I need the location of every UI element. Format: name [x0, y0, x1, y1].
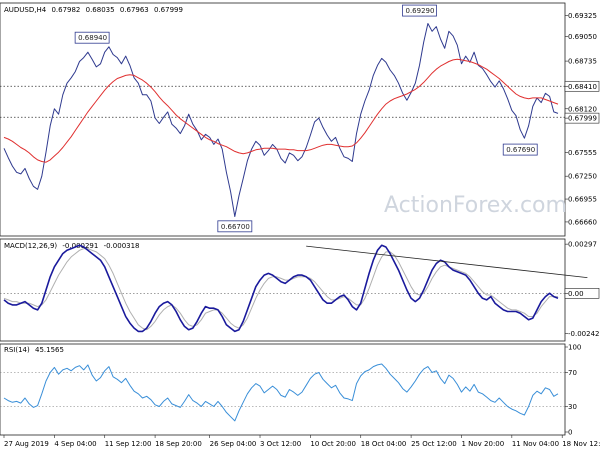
open-value: 0.67982	[51, 6, 80, 14]
macd-signal-value: -0.000318	[104, 242, 140, 250]
rsi-tick-label-0: 100	[568, 344, 581, 352]
time-tick-label-0: 27 Aug 2019	[4, 440, 49, 448]
price-tick-label-2: 0.68735	[568, 58, 597, 66]
time-tick-label-6: 10 Oct 20:00	[310, 440, 356, 448]
rsi-tick-label-3: 0	[568, 429, 572, 437]
macd-series-group	[0, 244, 588, 333]
price-panel-label: AUDUSD,H4 0.67982 0.68035 0.67963 0.6799…	[4, 6, 183, 14]
price-tick-label-1: 0.69050	[568, 33, 597, 41]
price-callout-box-0	[74, 31, 110, 44]
rsi-panel-label: RSI(14) 45.1565	[4, 346, 64, 354]
rsi-value: 45.1565	[35, 346, 64, 354]
price-tick-label-3: 0.68410	[568, 83, 597, 91]
price-callout-label-2: 0.69290	[406, 7, 435, 15]
price-callout-box-2	[402, 4, 437, 17]
rsi-panel: RSI(14) 45.1565 100 70 30 0	[0, 344, 581, 437]
time-tick-label-3: 18 Sep 20:00	[155, 440, 202, 448]
price-callout-box-1	[217, 220, 253, 233]
price-tick-label-7: 0.67250	[568, 173, 597, 181]
rsi-series-group	[0, 363, 565, 422]
time-tick-label-8: 25 Oct 12:00	[411, 440, 457, 448]
price-tick-label-9: 0.66660	[568, 218, 597, 226]
macd-series-main	[3, 244, 559, 333]
price-callout-label-3: 0.67690	[506, 146, 535, 154]
macd-trendline	[306, 245, 588, 278]
high-value: 0.68035	[86, 6, 115, 14]
symbol-label: AUDUSD,H4	[4, 6, 47, 14]
time-tick-label-5: 3 Oct 12:00	[260, 440, 301, 448]
time-tick-label-10: 11 Nov 04:00	[512, 440, 559, 448]
time-tick-label-4: 26 Sep 04:00	[210, 440, 257, 448]
macd-label: MACD(12,26,9)	[4, 242, 57, 250]
price-panel: ActionForex.com AUDUSD,H4 0.67982 0.6803…	[0, 2, 600, 237]
low-value: 0.67963	[120, 6, 149, 14]
rsi-label: RSI(14)	[4, 346, 30, 354]
price-tick-label-8: 0.66955	[568, 196, 597, 204]
price-callouts: 0.68940 0.66700 0.69290 0.67690	[74, 4, 538, 233]
macd-tick-label-0: 0.00297	[568, 241, 597, 249]
price-y-axis: 0.69325 0.69050 0.68735 0.68410 0.68120 0.679…	[564, 12, 600, 226]
time-tick-label-7: 18 Oct 04:00	[361, 440, 407, 448]
macd-tick-label-2: -0.00242	[568, 330, 599, 338]
price-series-group	[3, 23, 559, 217]
price-callout-label-0: 0.68940	[78, 34, 107, 42]
time-tick-label-11: 18 Nov 12:00	[562, 440, 600, 448]
macd-series-signal	[3, 248, 558, 331]
rsi-tick-label-1: 70	[568, 369, 577, 377]
time-tick-label-1: 4 Sep 04:00	[54, 440, 96, 448]
price-callout-box-3	[502, 143, 538, 156]
price-series-moving-average	[3, 58, 559, 163]
rsi-panel-frame	[0, 343, 566, 436]
macd-tick-label-1: 0.00	[568, 290, 584, 298]
price-tick-label-5: 0.67999	[568, 115, 597, 123]
rsi-tick-label-2: 30	[568, 403, 577, 411]
macd-panel: MACD(12,26,9) -0.000291 -0.000318 0.0029…	[0, 238, 599, 342]
rsi-series-rsi	[3, 363, 559, 422]
macd-panel-frame	[0, 238, 566, 342]
price-tick-label-6: 0.67555	[568, 149, 597, 157]
price-horizontal-lines	[0, 85, 565, 118]
time-tick-label-9: 1 Nov 20:00	[461, 440, 504, 448]
close-value: 0.67999	[154, 6, 183, 14]
price-callout-label-1: 0.66700	[221, 223, 250, 231]
watermark: ActionForex.com	[384, 193, 567, 218]
time-tick-label-2: 11 Sep 12:00	[105, 440, 152, 448]
macd-y-axis: 0.00297 0.00 -0.00242	[564, 241, 599, 338]
price-tick-label-0: 0.69325	[568, 12, 597, 20]
time-axis: 27 Aug 2019 4 Sep 04:00 11 Sep 12:00 18 Sep…	[3, 435, 600, 448]
price-tick-label-4: 0.68120	[568, 105, 597, 113]
price-series-price	[3, 23, 559, 217]
rsi-y-axis: 100 70 30 0	[565, 344, 581, 437]
